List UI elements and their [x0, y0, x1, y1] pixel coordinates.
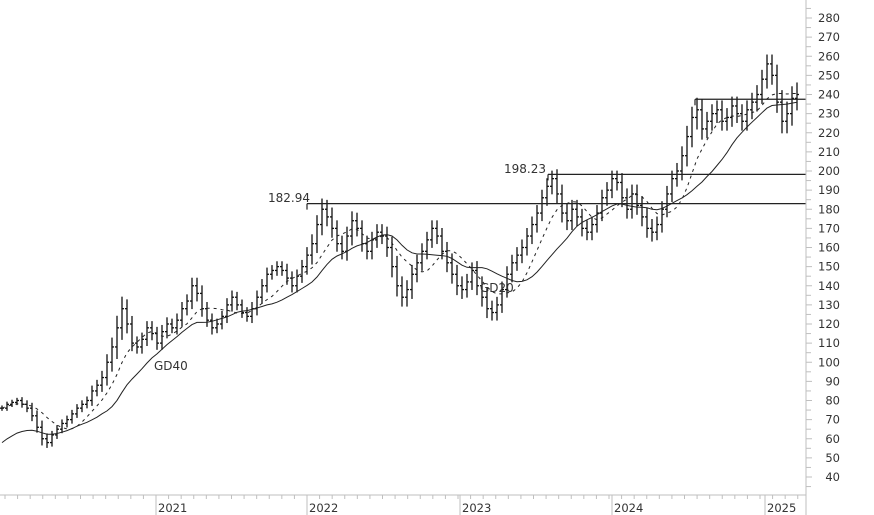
- x-tick-label: 2024: [614, 501, 643, 515]
- ma-gd40-line: [1, 101, 798, 444]
- x-tick-label: 2021: [158, 501, 187, 515]
- y-tick-label: 150: [818, 260, 840, 274]
- x-axis: 2021 2022 2023 2024 2025: [0, 494, 806, 515]
- y-tick-label: 60: [825, 432, 840, 446]
- level-label-198: 198.23: [504, 162, 546, 176]
- y-tick-label: 220: [818, 126, 840, 140]
- x-tick-label: 2023: [462, 501, 491, 515]
- y-tick-label: 80: [825, 394, 840, 408]
- y-axis: 280 270 260 250 240 230 220 210 200 190 180 170 160 1…: [805, 0, 840, 515]
- y-tick-label: 70: [825, 413, 840, 427]
- y-tick-label: 100: [818, 355, 840, 369]
- y-tick-label: 50: [825, 451, 840, 465]
- y-tick-label: 170: [818, 221, 840, 235]
- ma-label-gd40: GD40: [154, 359, 188, 373]
- y-tick-label: 270: [818, 30, 840, 44]
- y-tick-label: 40: [825, 470, 840, 484]
- y-tick-label: 250: [818, 68, 840, 82]
- plot-area: [0, 54, 799, 448]
- y-tick-label: 200: [818, 164, 840, 178]
- y-tick-label: 230: [818, 107, 840, 121]
- y-tick-label: 130: [818, 298, 840, 312]
- y-tick-label: 190: [818, 183, 840, 197]
- y-tick-label: 160: [818, 241, 840, 255]
- y-tick-label: 210: [818, 145, 840, 159]
- horizontal-levels: [306, 98, 806, 210]
- y-tick-label: 120: [818, 317, 840, 331]
- annotations: 182.94 198.23 GD20 GD40: [154, 162, 546, 373]
- y-tick-label: 110: [818, 336, 840, 350]
- ma-gd20-line: [1, 93, 797, 430]
- level-label-182: 182.94: [268, 191, 310, 205]
- x-tick-label: 2025: [767, 501, 796, 515]
- moving-average-lines: [1, 93, 798, 444]
- y-tick-label: 90: [825, 374, 840, 388]
- ma-label-gd20: GD20: [480, 281, 514, 295]
- x-tick-label: 2022: [309, 501, 338, 515]
- y-tick-label: 240: [818, 88, 840, 102]
- y-tick-label: 140: [818, 279, 840, 293]
- y-tick-label: 180: [818, 202, 840, 216]
- y-tick-label: 260: [818, 49, 840, 63]
- y-tick-label: 280: [818, 11, 840, 25]
